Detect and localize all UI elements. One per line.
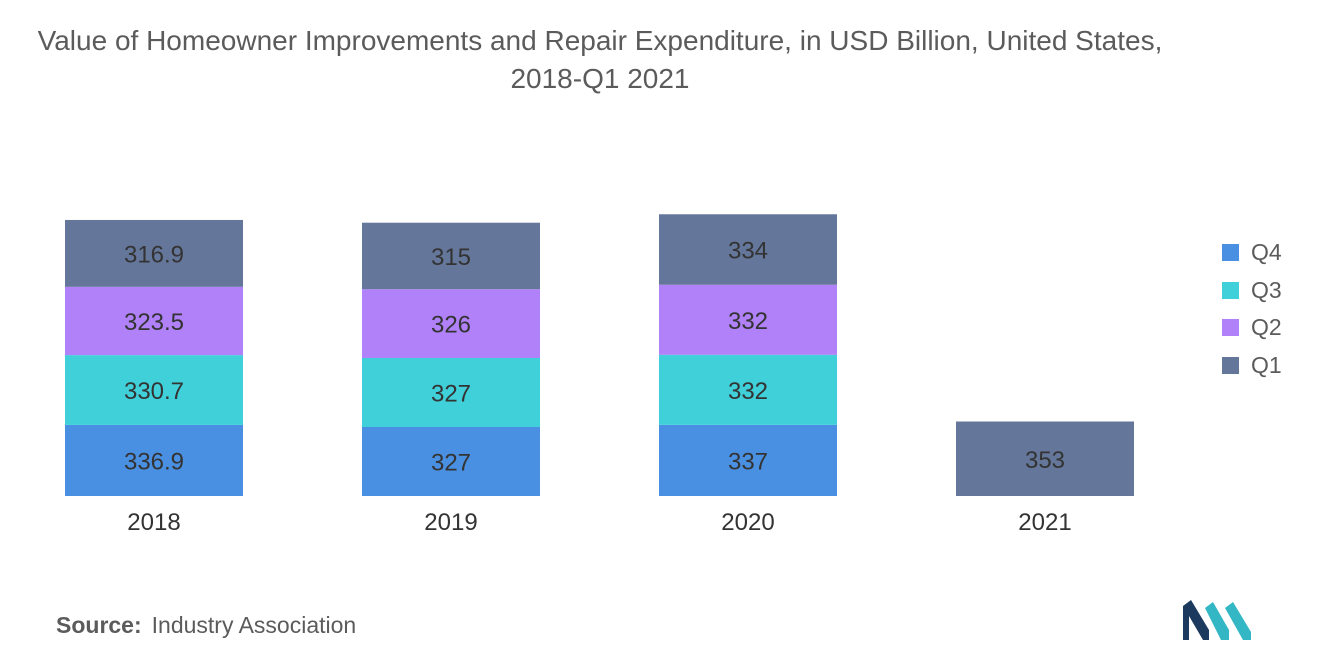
chart-title: Value of Homeowner Improvements and Repa… — [37, 25, 1163, 94]
x-tick-2021: 2021 — [1018, 509, 1071, 536]
legend-item-q4: Q4 — [1222, 234, 1282, 272]
data-label-2019-q2: 326 — [431, 312, 471, 339]
x-axis-tick-labels: 2018 2019 2020 2021 — [127, 509, 1071, 536]
data-label-2019-q4: 327 — [431, 449, 471, 476]
x-tick-2018: 2018 — [127, 509, 180, 536]
segment-labels-layer: 336.9 330.7 323.5 316.9 327 327 326 315 337 332 33… — [124, 238, 1065, 477]
logo-right-stroke — [1225, 602, 1251, 640]
bar-2020-q1 — [659, 214, 837, 285]
legend-item-q2: Q2 — [1222, 309, 1282, 347]
bar-2019-q4 — [362, 426, 540, 496]
legend-swatch-q1 — [1222, 356, 1239, 374]
data-label-2020-q2: 332 — [728, 308, 768, 335]
logo-middle-stroke — [1205, 602, 1229, 640]
legend-swatch-q4 — [1222, 244, 1239, 262]
x-tick-2019: 2019 — [424, 509, 477, 536]
legend-item-q1: Q1 — [1222, 347, 1282, 385]
data-label-2020-q1: 334 — [728, 238, 768, 265]
data-label-2020-q3: 332 — [728, 378, 768, 405]
bar-2018-q2 — [65, 286, 243, 356]
bar-2019-q3 — [362, 357, 540, 427]
source-note: Source: Industry Association — [56, 612, 356, 639]
legend-label-q4: Q4 — [1251, 239, 1282, 266]
chart-legend: Q4 Q3 Q2 Q1 — [1222, 234, 1282, 384]
bars-layer — [65, 214, 1134, 496]
data-label-2021-q1: 353 — [1025, 447, 1065, 474]
bar-2018-q3 — [65, 355, 243, 425]
data-label-2020-q4: 337 — [728, 448, 768, 475]
bar-2020-q2 — [659, 284, 837, 355]
source-value: Industry Association — [151, 612, 357, 638]
data-label-2019-q1: 315 — [431, 244, 471, 271]
x-tick-2020: 2020 — [721, 509, 774, 536]
bar-2020-q4 — [659, 424, 837, 496]
bar-2020-q3 — [659, 354, 837, 425]
legend-swatch-q3 — [1222, 281, 1239, 299]
logo-left-stroke — [1183, 600, 1209, 640]
data-label-2018-q1: 316.9 — [124, 241, 184, 268]
legend-item-q3: Q3 — [1222, 272, 1282, 310]
legend-swatch-q2 — [1222, 319, 1239, 337]
legend-label-q1: Q1 — [1251, 351, 1282, 378]
source-key: Source: — [56, 612, 142, 638]
legend-label-q3: Q3 — [1251, 276, 1282, 303]
bar-2018-q1 — [65, 219, 243, 287]
legend-label-q2: Q2 — [1251, 314, 1282, 341]
data-label-2018-q4: 336.9 — [124, 448, 184, 475]
data-label-2019-q3: 327 — [431, 380, 471, 407]
mordor-intelligence-logo-icon — [1183, 600, 1251, 640]
bar-2019-q1 — [362, 222, 540, 290]
data-label-2018-q3: 330.7 — [124, 378, 184, 405]
bar-2021-q1 — [956, 421, 1134, 496]
data-label-2018-q2: 323.5 — [124, 309, 184, 336]
bar-2018-q4 — [65, 424, 243, 496]
bar-2019-q2 — [362, 289, 540, 358]
